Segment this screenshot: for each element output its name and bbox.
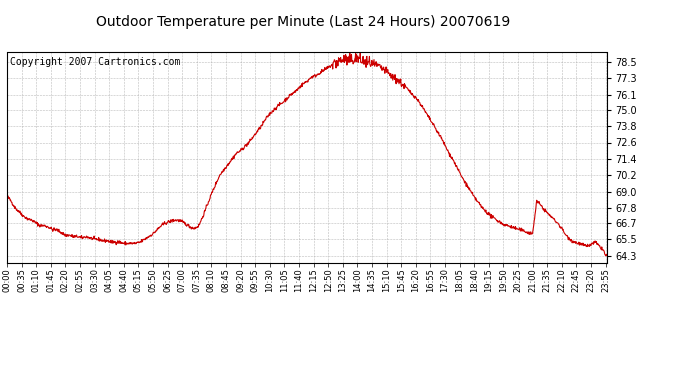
- Text: Outdoor Temperature per Minute (Last 24 Hours) 20070619: Outdoor Temperature per Minute (Last 24 …: [97, 15, 511, 29]
- Text: Copyright 2007 Cartronics.com: Copyright 2007 Cartronics.com: [10, 57, 180, 67]
